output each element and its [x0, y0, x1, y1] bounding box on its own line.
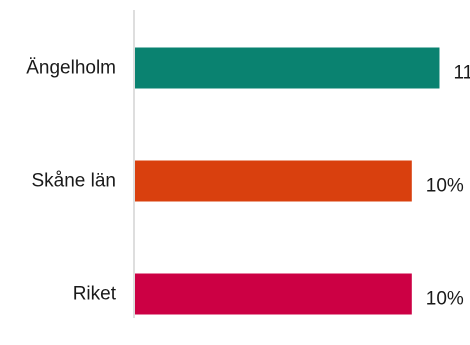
- bar-2: [135, 273, 412, 315]
- category-label-1: Skåne län: [31, 171, 116, 192]
- category-labels-group: Ängelholm Skåne län Riket: [26, 58, 116, 305]
- value-label-0: 11%: [453, 63, 470, 84]
- category-label-0: Ängelholm: [26, 58, 116, 79]
- category-label-2: Riket: [73, 284, 117, 305]
- bar-0: [135, 47, 440, 89]
- value-label-2: 10%: [426, 289, 464, 310]
- bars-group: [135, 47, 440, 315]
- value-labels-group: 11% 10% 10%: [426, 63, 470, 310]
- value-label-1: 10%: [426, 176, 464, 197]
- bar-1: [135, 160, 412, 202]
